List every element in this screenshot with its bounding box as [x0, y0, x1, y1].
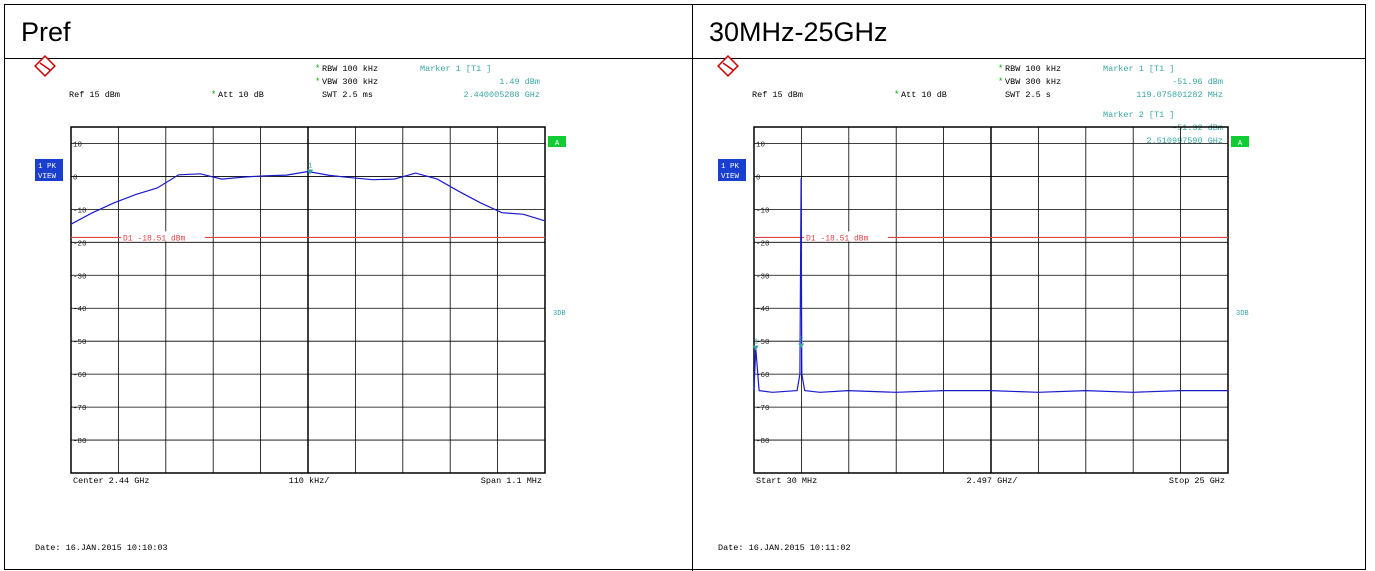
- trace-a-badge: A: [1231, 136, 1249, 148]
- x-axis-right-label: Span 1.1 MHz: [481, 476, 542, 486]
- trace-a-label: A: [555, 140, 560, 148]
- marker-label: Marker 1 [T1 ]: [420, 64, 491, 74]
- trace-line: [753, 178, 1228, 393]
- spectrum-plot: Ref 15 dBm * Att 10 dB* RBW 100 kHz* VBW 300…: [34, 55, 566, 553]
- y-tick-label: -30: [756, 273, 770, 281]
- rohde-schwarz-logo-icon: [717, 55, 739, 77]
- y-tick-label: 0: [73, 174, 78, 182]
- x-axis-div-label: 110 kHz/: [289, 476, 330, 486]
- marker-number: 1: [308, 163, 312, 171]
- y-tick-label: -50: [756, 339, 770, 347]
- display-line-label: D1 -18.51 dBm: [806, 234, 869, 243]
- panel-title: 30MHz-25GHz: [693, 5, 1365, 59]
- sweep-time: SWT 2.5 s: [1005, 90, 1051, 100]
- ref-level: Ref 15 dBm: [69, 90, 120, 100]
- sweep-time: SWT 2.5 ms: [322, 90, 373, 100]
- y-tick-label: 0: [756, 174, 761, 182]
- rbw-flag-icon: *: [315, 64, 320, 74]
- vbw-flag-icon: *: [998, 77, 1003, 87]
- trace-a-label: A: [1238, 140, 1243, 148]
- trace-mode-badge: 1 PK VIEW: [718, 159, 746, 181]
- spectrum-panel: Ref 15 dBm * Att 10 dB * RBW 100 kHz * VBW 300…: [5, 55, 691, 563]
- y-tick-label: -80: [756, 438, 770, 446]
- trace-a-badge: A: [548, 136, 566, 148]
- atten-3db-label: 3DB: [553, 310, 566, 318]
- x-axis-left-label: Start 30 MHz: [756, 476, 817, 486]
- y-tick-label: -80: [73, 438, 87, 446]
- marker-number: 2: [799, 337, 803, 345]
- y-tick-label: -20: [756, 240, 770, 248]
- trace-mode-label: 1 PK: [38, 163, 57, 171]
- trace-line: [70, 170, 546, 225]
- y-tick-label: -30: [73, 273, 87, 281]
- trace-mode-label: 1 PK: [721, 163, 740, 171]
- vbw-flag-icon: *: [315, 77, 320, 87]
- rbw-value: RBW 100 kHz: [1005, 64, 1061, 74]
- x-axis-left-label: Center 2.44 GHz: [73, 476, 150, 486]
- marker-triangle-icon: [307, 169, 314, 175]
- vbw-value: VBW 300 kHz: [1005, 77, 1061, 87]
- marker-label: Marker 2 [T1 ]: [1103, 110, 1174, 120]
- marker-frequency: 2.440005288 GHz: [463, 90, 540, 100]
- x-axis-div-label: 2.497 GHz/: [966, 476, 1017, 486]
- ref-level: Ref 15 dBm: [752, 90, 803, 100]
- trace-mode-label: VIEW: [38, 173, 57, 181]
- trace-mode-badge: 1 PK VIEW: [35, 159, 63, 181]
- y-tick-label: -40: [73, 306, 87, 314]
- spectrum-plot: Ref 15 dBm * Att 10 dB* RBW 100 kHz* VBW 300…: [717, 55, 1249, 553]
- rohde-schwarz-logo-icon: [34, 55, 56, 77]
- marker-frequency: 2.510997590 GHz: [1146, 136, 1223, 146]
- marker-triangle-icon: [752, 345, 759, 351]
- y-tick-label: -20: [73, 240, 87, 248]
- rbw-value: RBW 100 kHz: [322, 64, 378, 74]
- y-tick-label: -70: [73, 405, 87, 413]
- marker-level: 1.49 dBm: [499, 77, 540, 87]
- marker-level: -51.96 dBm: [1172, 77, 1223, 87]
- atten-3db-label: 3DB: [1236, 310, 1249, 318]
- y-tick-label: -70: [756, 405, 770, 413]
- grid: [71, 127, 545, 473]
- marker-frequency: 119.075801282 MHz: [1136, 90, 1223, 100]
- display-line-label: D1 -18.51 dBm: [123, 234, 186, 243]
- y-tick-label: -10: [756, 207, 770, 215]
- attenuation: Att 10 dB: [218, 90, 264, 100]
- y-tick-label: -60: [756, 372, 770, 380]
- spectrum-panel: Ref 15 dBm * Att 10 dB * RBW 100 kHz * VBW 300…: [688, 55, 1374, 563]
- marker-label: Marker 1 [T1 ]: [1103, 64, 1174, 74]
- y-tick-label: -60: [73, 372, 87, 380]
- marker-level: -51.32 dBm: [1172, 123, 1223, 133]
- trace-mode-label: VIEW: [721, 173, 740, 181]
- y-tick-label: -40: [756, 306, 770, 314]
- x-axis-right-label: Stop 25 GHz: [1169, 476, 1225, 486]
- marker-number: 1: [754, 339, 758, 347]
- attenuation: Att 10 dB: [901, 90, 947, 100]
- y-tick-label: -10: [73, 207, 87, 215]
- vbw-value: VBW 300 kHz: [322, 77, 378, 87]
- y-tick-label: -50: [73, 339, 87, 347]
- y-tick-label: 10: [756, 141, 766, 149]
- panel-divider: [692, 5, 693, 571]
- att-flag-icon: *: [894, 90, 899, 100]
- y-tick-label: 10: [73, 141, 83, 149]
- att-flag-icon: *: [211, 90, 216, 100]
- grid: [754, 127, 1228, 473]
- rbw-flag-icon: *: [998, 64, 1003, 74]
- screenshot-date: Date: 16.JAN.2015 10:10:03: [35, 543, 168, 553]
- screenshot-date: Date: 16.JAN.2015 10:11:02: [718, 543, 851, 553]
- marker-triangle-icon: [798, 343, 805, 349]
- panel-title: Pref: [5, 5, 692, 59]
